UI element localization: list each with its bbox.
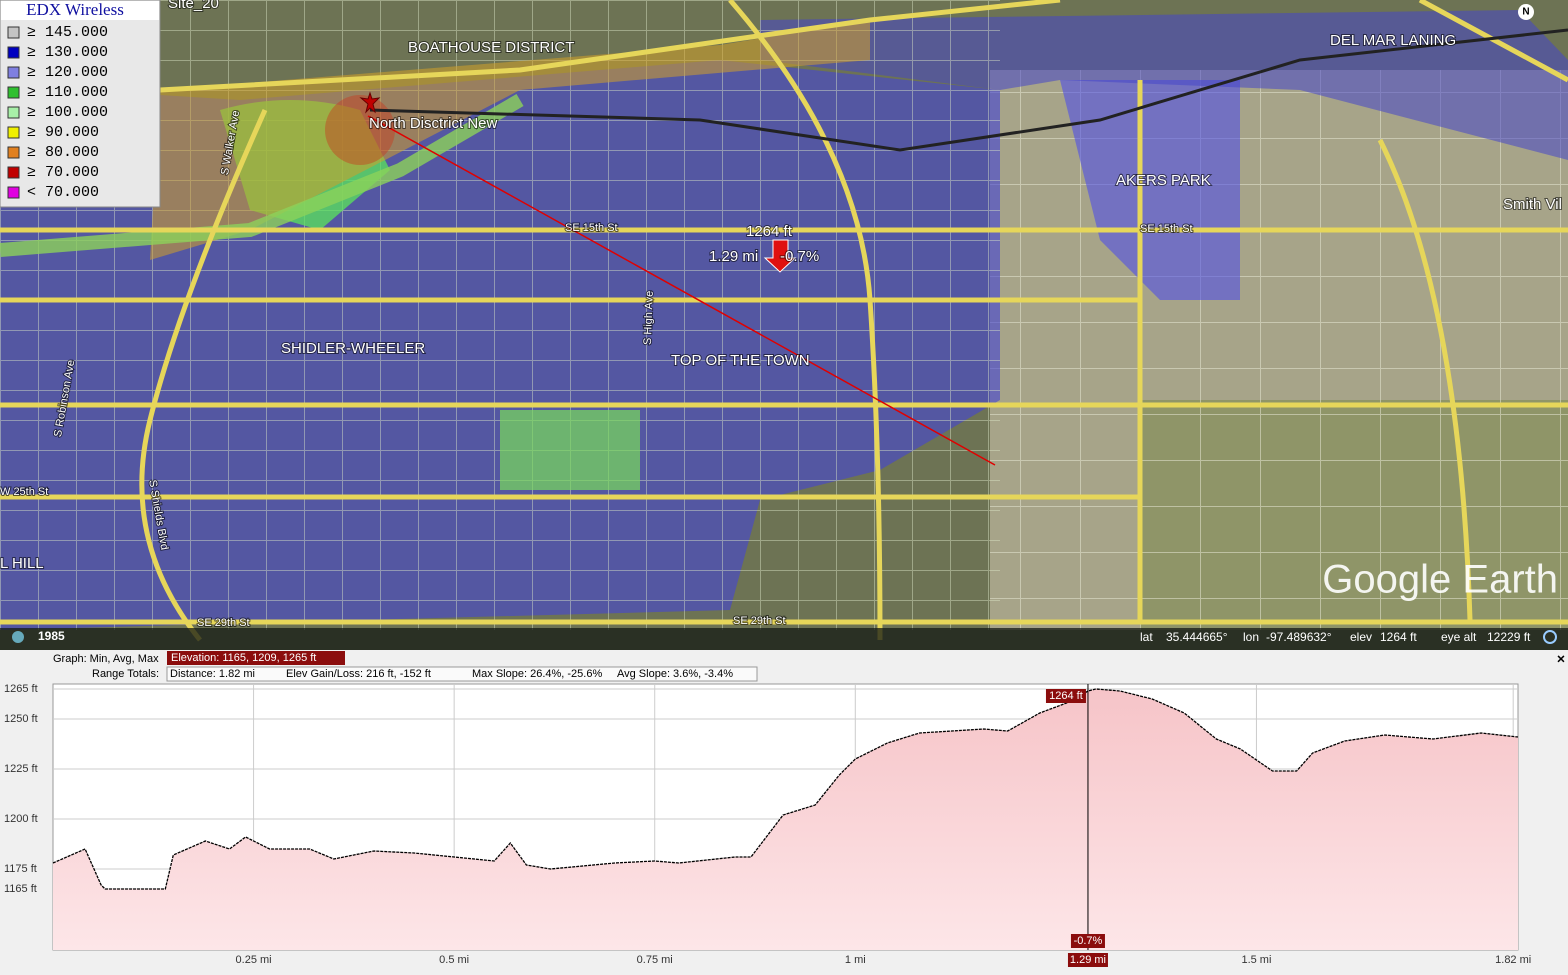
watermark: Google Earth <box>1322 558 1558 602</box>
compass[interactable] <box>1518 4 1534 20</box>
compass-label: N <box>1522 7 1529 18</box>
legend-title: EDX Wireless <box>26 0 124 19</box>
legend-label: < 70.000 <box>27 184 99 201</box>
coverage-area <box>325 95 395 165</box>
cursor-slope-box <box>1070 934 1105 948</box>
close-button[interactable]: × <box>1557 651 1565 667</box>
x-tick-label: 0.5 mi <box>439 954 469 966</box>
legend-swatch <box>7 186 20 199</box>
map-view[interactable]: Site_20 BOATHOUSE DISTRICT North Disctri… <box>0 0 1568 650</box>
legend-swatch <box>7 26 20 39</box>
map-label: Smith Vil <box>1503 196 1562 213</box>
legend-label: ≥ 145.000 <box>27 24 108 41</box>
map-label: DEL MAR LANING <box>1330 32 1456 49</box>
coverage-area <box>500 410 640 490</box>
legend-label: ≥ 100.000 <box>27 104 108 121</box>
eye-alt-value: 12229 ft <box>1487 630 1531 644</box>
y-tick-label: 1265 ft <box>4 683 38 695</box>
legend-swatch <box>7 86 20 99</box>
max-slope: Max Slope: 26.4%, -25.6% <box>472 668 602 680</box>
legend-label: ≥ 110.000 <box>27 84 108 101</box>
legend-label: ≥ 90.000 <box>27 124 99 141</box>
map-streets <box>990 70 1568 630</box>
x-tick-label: 0.75 mi <box>637 954 673 966</box>
railway <box>369 28 1568 152</box>
map-label: North Disctrict New <box>369 115 498 132</box>
legend: EDX Wireless ≥ 145.000 ≥ 130.000 ≥ 120.000… <box>0 0 161 208</box>
map-label: SE 15th St <box>565 222 618 234</box>
roads <box>0 0 1568 642</box>
marker-slope: -0.7% <box>780 248 819 265</box>
map-label: SHIDLER-WHEELER <box>281 340 425 357</box>
map-label: SE 15th St <box>1140 223 1193 235</box>
legend-swatch <box>7 46 20 59</box>
map-label: TOP OF THE TOWN <box>671 352 810 369</box>
elev-label: elev <box>1350 630 1372 644</box>
y-tick-label: 1225 ft <box>4 763 38 775</box>
streaming-icon <box>1543 630 1557 644</box>
map-label: BOATHOUSE DISTRICT <box>408 39 574 56</box>
legend-swatch <box>7 106 20 119</box>
map-label: L HILL <box>0 555 44 572</box>
cursor-elev-label: 1264 ft <box>1049 690 1083 702</box>
legend-label: ≥ 70.000 <box>27 164 99 181</box>
site-marker <box>359 91 381 114</box>
cursor-x-box <box>1067 953 1108 967</box>
distance: Distance: 1.82 mi <box>170 668 255 680</box>
cursor-marker <box>763 239 797 273</box>
status-bg <box>0 628 1568 650</box>
map-label: Site_20 <box>168 0 219 12</box>
avg-slope: Avg Slope: 3.6%, -3.4% <box>617 668 733 680</box>
map-label: AKERS PARK <box>1116 172 1211 189</box>
y-tick-label: 1165 ft <box>4 883 37 895</box>
y-tick-label: 1250 ft <box>4 713 38 725</box>
cursor-x-label: 1.29 mi <box>1070 954 1106 966</box>
legend-label: ≥ 120.000 <box>27 64 108 81</box>
y-tick-label: 1200 ft <box>4 813 38 825</box>
legend-box <box>0 0 161 208</box>
map-label: SE 29th St <box>197 617 250 629</box>
eye-alt-label: eye alt <box>1441 630 1477 644</box>
history-icon[interactable] <box>12 631 24 643</box>
marker-distance: 1.29 mi <box>709 248 758 265</box>
map-label: S High Ave <box>642 291 656 346</box>
legend-swatch <box>7 166 20 179</box>
legend-swatch <box>7 146 20 159</box>
legend-swatch <box>7 66 20 79</box>
x-tick-label: 1 mi <box>845 954 866 966</box>
map-label: SE 29th St <box>733 615 786 627</box>
coverage-area <box>1060 80 1240 300</box>
y-tick-label: 1175 ft <box>4 863 37 875</box>
legend-label: ≥ 130.000 <box>27 44 108 61</box>
marker-elevation: 1264 ft <box>746 223 793 240</box>
elevation-stats: Elevation: 1165, 1209, 1265 ft <box>171 652 316 664</box>
legend-label: ≥ 80.000 <box>27 144 99 161</box>
lon-label: lon <box>1243 630 1259 644</box>
lon-value: -97.489632° <box>1266 630 1332 644</box>
lat-value: 35.444665° <box>1166 630 1228 644</box>
cursor-slope-label: -0.7% <box>1074 935 1103 947</box>
elevation-area <box>53 689 1518 950</box>
range-label: Range Totals: <box>92 668 159 680</box>
elevation-box <box>167 651 345 665</box>
elev-value: 1264 ft <box>1380 630 1417 644</box>
status-bar: 1985 lat 35.444665° lon -97.489632° elev… <box>0 628 1568 650</box>
x-tick-label: 0.25 mi <box>236 954 272 966</box>
x-tick-label: 1.82 mi <box>1495 954 1531 966</box>
lat-label: lat <box>1140 630 1153 644</box>
elevation-line <box>52 688 1519 890</box>
legend-swatch <box>7 126 20 139</box>
x-tick-label: 1.5 mi <box>1241 954 1271 966</box>
legend-title-bar <box>1 1 159 20</box>
profile-path <box>367 115 996 466</box>
coverage-area <box>0 93 524 257</box>
cursor-elev-box <box>1045 689 1086 703</box>
graph-label: Graph: Min, Avg, Max <box>53 653 159 665</box>
gain-loss: Elev Gain/Loss: 216 ft, -152 ft <box>286 668 431 680</box>
imagery-year: 1985 <box>38 629 65 643</box>
map-label: W 25th St <box>0 486 48 498</box>
range-box <box>166 666 758 682</box>
